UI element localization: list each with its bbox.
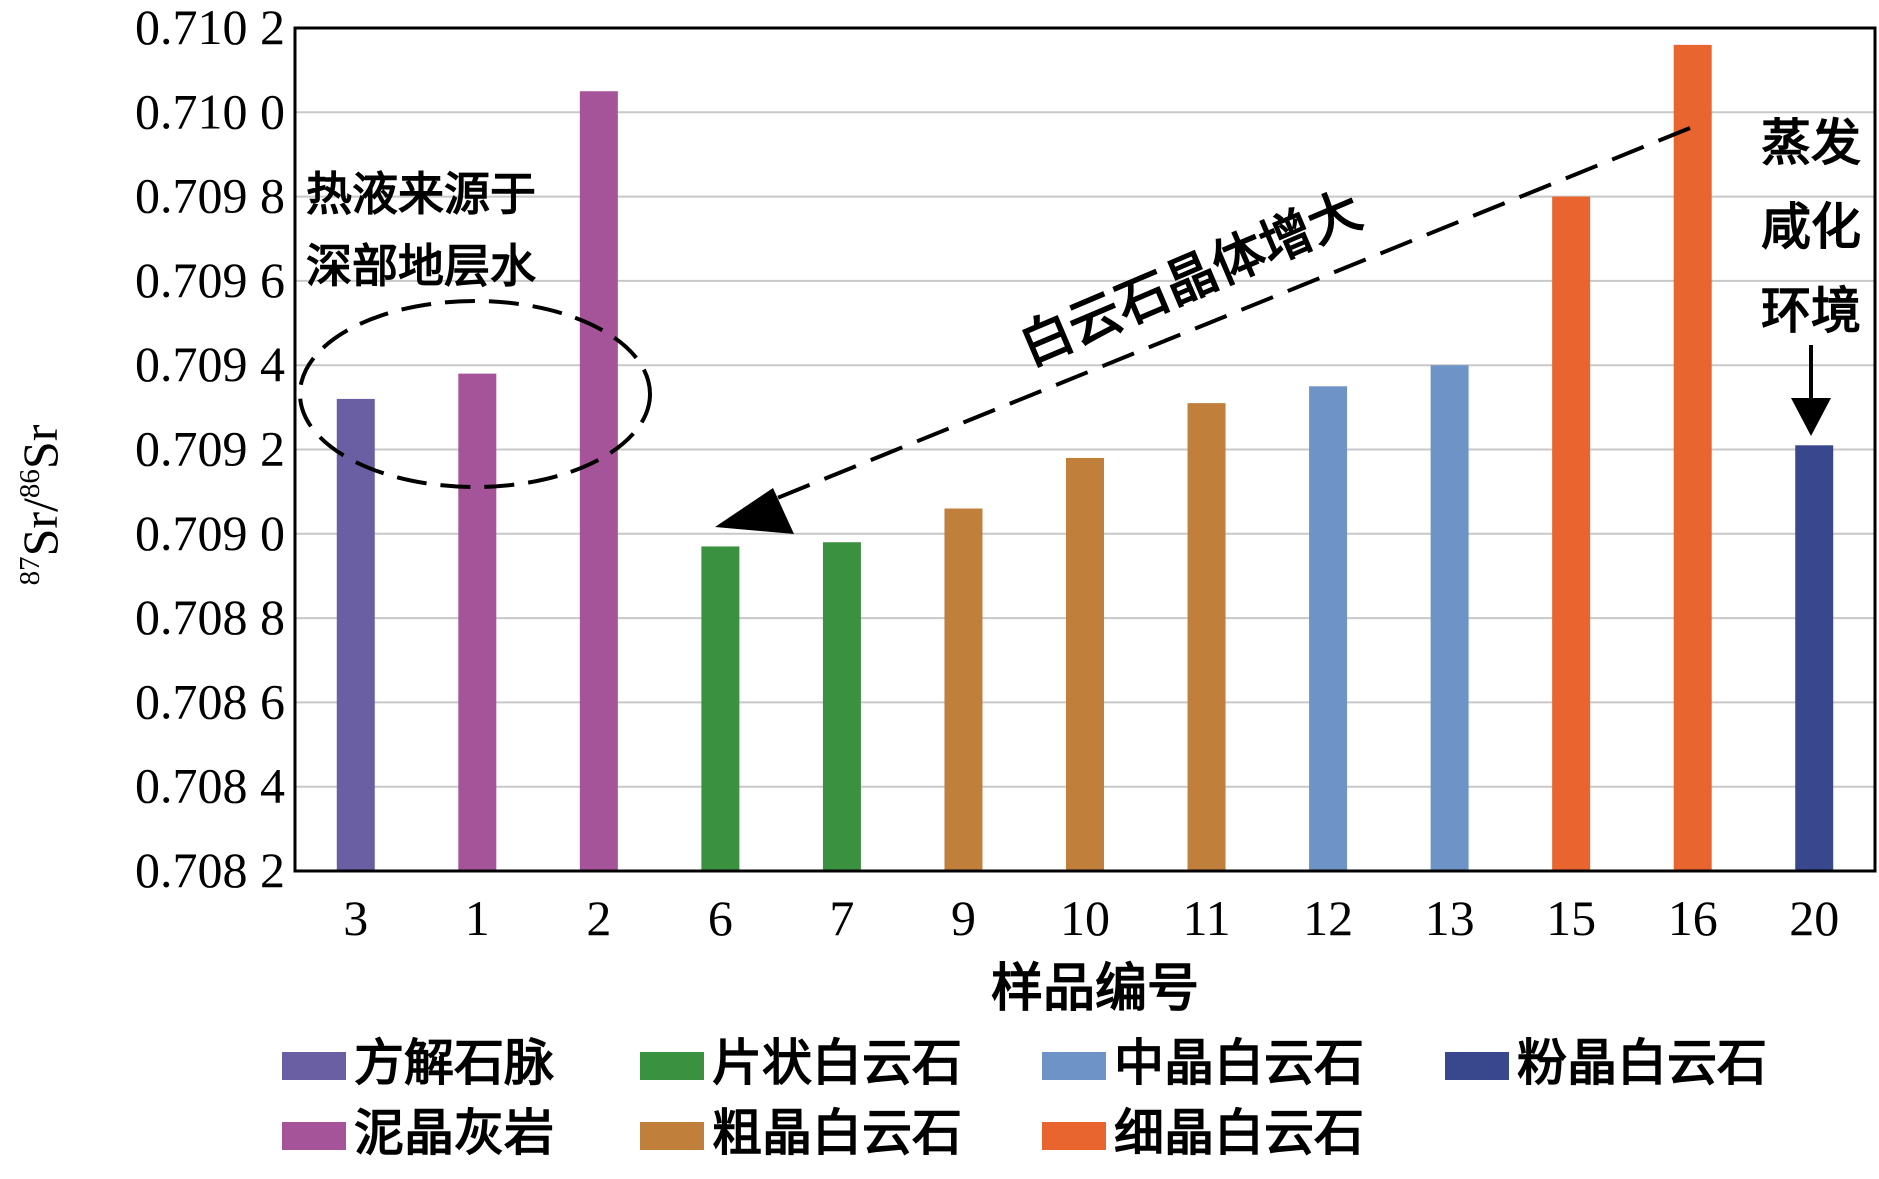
y-tick-label: 0.709 0 [135, 505, 285, 561]
y-tick-label: 0.708 4 [135, 758, 285, 814]
legend-label: 片状白云石 [712, 1034, 962, 1092]
x-tick-label: 2 [586, 890, 611, 946]
y-axis-label-sr: Sr/ [12, 498, 68, 556]
annotation-evaporation-line3: 环境 [1761, 282, 1861, 340]
y-axis-label-sr2: Sr [12, 424, 68, 469]
y-tick-label: 0.708 8 [135, 589, 285, 645]
bars [336, 44, 1834, 872]
x-axis-label: 样品编号 [991, 959, 1199, 1019]
evaporation-arrowhead [1791, 398, 1831, 436]
x-tick-label: 12 [1303, 890, 1353, 946]
x-tick-label: 1 [465, 890, 490, 946]
y-tick-label: 0.709 6 [135, 252, 285, 308]
legend-swatch [1445, 1052, 1509, 1080]
hydrothermal-group-ellipse [298, 299, 652, 489]
legend-swatch [640, 1122, 704, 1150]
x-tick-labels: 3 1 2 6 7 9 10 11 12 13 15 16 20 [343, 890, 1839, 946]
y-tick-label: 0.709 4 [135, 336, 285, 392]
bar-sample-15 [1552, 196, 1591, 872]
y-axis-label: 87Sr/86Sr [12, 424, 68, 585]
legend-label: 中晶白云石 [1114, 1034, 1364, 1092]
legend-label: 泥晶灰岩 [354, 1104, 554, 1162]
bar-sample-6 [701, 546, 740, 871]
y-tick-label: 0.709 8 [135, 168, 285, 224]
x-tick-label: 15 [1546, 890, 1596, 946]
y-tick-label: 0.710 0 [135, 83, 285, 139]
legend-swatch [1042, 1052, 1106, 1080]
y-axis-label-sup-86: 86 [14, 469, 46, 498]
legend-swatch [282, 1122, 346, 1150]
y-tick-label: 0.708 6 [135, 673, 285, 729]
legend-label: 粉晶白云石 [1517, 1034, 1767, 1092]
legend-label: 粗晶白云石 [712, 1104, 962, 1162]
y-tick-label: 0.709 2 [135, 421, 285, 477]
bar-sample-16 [1673, 44, 1712, 872]
y-axis-label-sup-87: 87 [14, 556, 46, 585]
bar-sample-13 [1430, 365, 1469, 871]
bar-sample-7 [822, 542, 861, 871]
bar-sample-3 [336, 398, 375, 871]
x-tick-label: 10 [1060, 890, 1110, 946]
annotation-hydrothermal-line2: 深部地层水 [306, 239, 537, 293]
plot-frame [293, 26, 1877, 873]
crystal-size-trend-arrow-line [759, 126, 1691, 507]
x-tick-label: 11 [1182, 890, 1230, 946]
x-tick-label: 9 [951, 890, 976, 946]
x-tick-label: 16 [1668, 890, 1718, 946]
x-tick-label: 3 [343, 890, 368, 946]
legend-swatch [1042, 1122, 1106, 1150]
bar-sample-1 [458, 373, 497, 871]
annotation-evaporation-line1: 蒸发 [1761, 114, 1861, 172]
annotation-hydrothermal-line1: 热液来源于 [306, 167, 536, 221]
bar-sample-12 [1309, 386, 1348, 871]
y-tick-labels: 0.708 2 0.708 4 0.708 6 0.708 8 0.709 0 0.709… [135, 0, 285, 898]
bar-sample-9 [944, 508, 983, 871]
y-tick-label: 0.708 2 [135, 842, 285, 898]
crystal-size-trend-arrowhead [715, 488, 794, 534]
legend-swatch [640, 1052, 704, 1080]
x-tick-label: 13 [1425, 890, 1475, 946]
axes [293, 26, 1877, 873]
bar-sample-10 [1066, 457, 1104, 871]
legend-label: 方解石脉 [354, 1034, 555, 1092]
annotation-evaporation-line2: 咸化 [1761, 198, 1861, 256]
legend-label: 细晶白云石 [1114, 1104, 1364, 1162]
x-tick-label: 6 [708, 890, 733, 946]
bar-sample-11 [1187, 403, 1226, 871]
legend-swatch [282, 1052, 346, 1080]
x-tick-label: 20 [1789, 890, 1839, 946]
y-tick-label: 0.710 2 [135, 0, 285, 55]
bar-sample-20 [1795, 445, 1834, 871]
bar-sample-2 [579, 91, 618, 872]
x-tick-label: 7 [829, 890, 854, 946]
